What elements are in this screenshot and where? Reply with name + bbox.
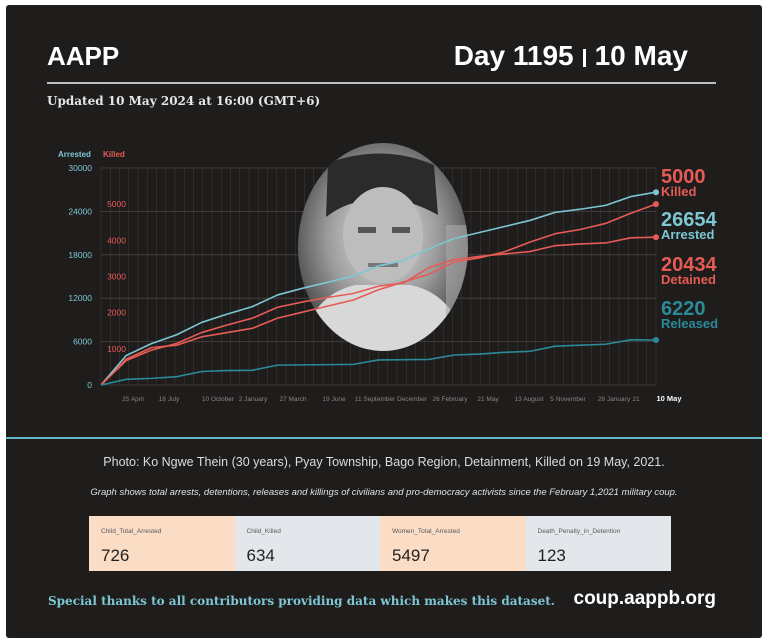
photo-caption: Photo: Ko Ngwe Thein (30 years), Pyay To…	[103, 455, 665, 469]
stat-child-total-arrested: Child_Total_Arrested 726	[89, 516, 235, 571]
left-axis-title: Arrested	[58, 150, 91, 159]
website-link[interactable]: coup.aappb.org	[573, 588, 717, 609]
x-tick-label: 25 April	[122, 396, 144, 403]
series-line-killed	[100, 203, 657, 386]
stat-value: 726	[101, 546, 130, 565]
stat-label: Child_Killed	[246, 528, 281, 535]
x-axis-labels: 25 April 18 July 10 October 2 January 27 Mar…	[122, 394, 682, 403]
thanks-note: Special thanks to all contributors provi…	[48, 594, 555, 608]
series-final-value: 26654	[661, 209, 717, 231]
series-line-arrested	[100, 191, 657, 386]
day-date-heading: Day 1195 10 May	[454, 40, 688, 72]
series-end-point-detained	[653, 234, 659, 241]
header-divider	[47, 82, 716, 84]
series-end-point-released	[653, 337, 659, 344]
cumulative-line-chart: Arrested Killed 0 6000 12000 18000 24000 30000 1…	[58, 143, 718, 403]
stat-value: 123	[537, 546, 566, 565]
x-tick-label: 11 September	[355, 396, 396, 403]
stat-death-penalty: Death_Penalty_in_Detention 123	[525, 516, 671, 571]
series-line-released	[100, 339, 657, 386]
left-tick-label: 30000	[68, 163, 92, 173]
series-name-label: Released	[661, 316, 718, 331]
left-tick-label: 24000	[68, 206, 92, 216]
graph-note: Graph shows total arrests, detentions, r…	[90, 487, 678, 498]
stat-value: 5497	[392, 546, 430, 565]
x-tick-label: 5 November	[550, 396, 586, 403]
x-tick-label: 19 June	[322, 396, 346, 403]
right-tick-label: 3000	[107, 272, 126, 282]
stat-women-total-arrested: Women_Total_Arrested 5497	[380, 516, 526, 571]
updated-timestamp: Updated 10 May 2024 at 16:00 (GMT+6)	[47, 94, 321, 108]
separator-bar	[582, 48, 586, 67]
series-line-detained	[100, 236, 657, 386]
x-tick-label: 13 August	[515, 396, 544, 403]
series-final-value: 5000	[661, 166, 706, 188]
x-tick-label: 28 January	[598, 396, 631, 403]
series-name-label: Killed	[661, 184, 696, 199]
stat-child-killed: Child_Killed 634	[234, 516, 380, 571]
x-tick-label: 27 March	[279, 396, 306, 403]
right-tick-label: 1000	[107, 344, 126, 354]
series-name-label: Detained	[661, 272, 716, 287]
x-tick-label: 2 January	[239, 396, 268, 403]
infographic-card: AAPP Day 1195 10 May Updated 10 May 2024 …	[6, 5, 762, 638]
series-name-label: Arrested	[661, 227, 715, 242]
left-tick-label: 0	[87, 380, 92, 390]
x-tick-label: 10 May	[656, 394, 682, 403]
current-date: 10 May	[594, 40, 688, 71]
left-tick-label: 6000	[73, 337, 92, 347]
series-lines	[100, 189, 659, 386]
stat-value: 634	[246, 546, 275, 565]
org-title: AAPP	[47, 41, 120, 71]
left-tick-label: 12000	[68, 293, 92, 303]
x-tick-label: December	[397, 396, 428, 403]
x-tick-label: 10 October	[202, 396, 235, 403]
day-counter: Day 1195	[453, 40, 574, 71]
stat-cards: Child_Total_Arrested 726 Child_Killed 63…	[89, 516, 671, 571]
x-tick-label: 21	[632, 396, 640, 403]
right-tick-label: 2000	[107, 308, 126, 318]
x-tick-label: 26 February	[432, 396, 468, 403]
y-axis-labels: Arrested Killed 0 6000 12000 18000 24000 30000 1…	[58, 150, 126, 390]
section-divider	[6, 437, 762, 439]
right-axis-title: Killed	[103, 150, 125, 159]
x-tick-label: 18 July	[159, 396, 180, 403]
series-final-value: 20434	[661, 254, 717, 276]
stat-label: Child_Total_Arrested	[101, 528, 162, 535]
stat-label: Women_Total_Arrested	[392, 528, 460, 535]
series-end-point-arrested	[653, 189, 659, 196]
right-tick-label: 5000	[107, 199, 126, 209]
left-tick-label: 18000	[68, 250, 92, 260]
x-tick-label: 21 May	[477, 396, 499, 403]
series-end-point-killed	[653, 201, 659, 208]
series-final-value: 6220	[661, 298, 706, 320]
stat-label: Death_Penalty_in_Detention	[537, 528, 621, 535]
right-tick-label: 4000	[107, 235, 126, 245]
